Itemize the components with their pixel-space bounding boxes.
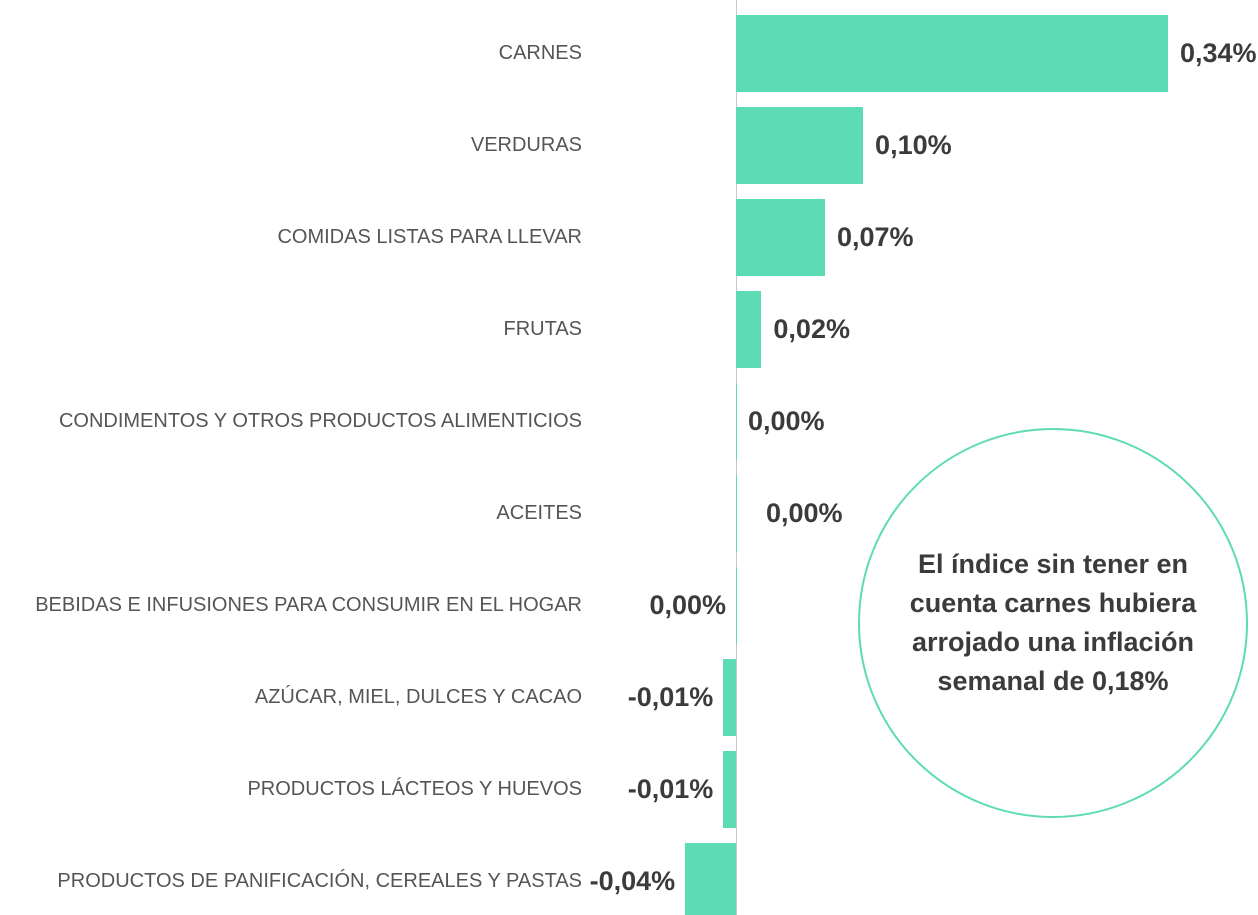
value-label: 0,10% bbox=[875, 129, 952, 160]
bar bbox=[723, 658, 736, 736]
value-label: 0,00% bbox=[748, 405, 825, 436]
bar bbox=[685, 842, 736, 915]
category-label-box: ACEITES bbox=[496, 467, 582, 559]
category-label-box: BEBIDAS E INFUSIONES PARA CONSUMIR EN EL… bbox=[35, 559, 582, 651]
category-label-box: AZÚCAR, MIEL, DULCES Y CACAO bbox=[255, 651, 582, 743]
bar bbox=[736, 106, 864, 184]
category-label: BEBIDAS E INFUSIONES PARA CONSUMIR EN EL… bbox=[35, 594, 582, 616]
value-label: 0,34% bbox=[1180, 37, 1257, 68]
category-label-box: COMIDAS LISTAS PARA LLEVAR bbox=[277, 191, 582, 283]
value-label: -0,01% bbox=[627, 681, 714, 712]
category-label-box: PRODUCTOS DE PANIFICACIÓN, CEREALES Y PA… bbox=[57, 835, 582, 915]
value-label: 0,00% bbox=[766, 497, 843, 528]
category-label: AZÚCAR, MIEL, DULCES Y CACAO bbox=[254, 686, 582, 708]
category-label: PRODUCTOS DE PANIFICACIÓN, CEREALES Y PA… bbox=[57, 870, 582, 892]
annotation: El índice sin tener en cuenta carnes hub… bbox=[909, 548, 1197, 697]
category-label: ACEITES bbox=[496, 502, 582, 524]
category-label: CARNES bbox=[498, 42, 582, 64]
value-label: -0,04% bbox=[589, 865, 676, 896]
value-label: 0,00% bbox=[649, 589, 726, 620]
bar bbox=[736, 198, 825, 276]
category-label: VERDURAS bbox=[470, 134, 582, 156]
bar bbox=[723, 750, 736, 828]
category-label-box: CARNES bbox=[499, 7, 582, 99]
bar bbox=[736, 382, 737, 460]
category-label-box: PRODUCTOS LÁCTEOS Y HUEVOS bbox=[247, 743, 582, 835]
category-label-box: VERDURAS bbox=[471, 99, 582, 191]
value-label: 0,07% bbox=[836, 221, 914, 252]
category-label: PRODUCTOS LÁCTEOS Y HUEVOS bbox=[247, 778, 582, 800]
category-label-box: CONDIMENTOS Y OTROS PRODUCTOS ALIMENTICI… bbox=[59, 375, 582, 467]
bar bbox=[736, 474, 737, 552]
bar bbox=[736, 566, 737, 644]
bar bbox=[736, 14, 1168, 92]
value-label: 0,02% bbox=[773, 313, 850, 344]
category-label: CONDIMENTOS Y OTROS PRODUCTOS ALIMENTICI… bbox=[58, 410, 582, 432]
category-label: COMIDAS LISTAS PARA LLEVAR bbox=[277, 226, 582, 248]
category-label: FRUTAS bbox=[503, 318, 582, 340]
annotation-circle: El índice sin tener en cuenta carnes hub… bbox=[858, 428, 1248, 818]
category-label-box: FRUTAS bbox=[503, 283, 582, 375]
value-label: -0,01% bbox=[627, 773, 714, 804]
bar bbox=[736, 290, 762, 368]
